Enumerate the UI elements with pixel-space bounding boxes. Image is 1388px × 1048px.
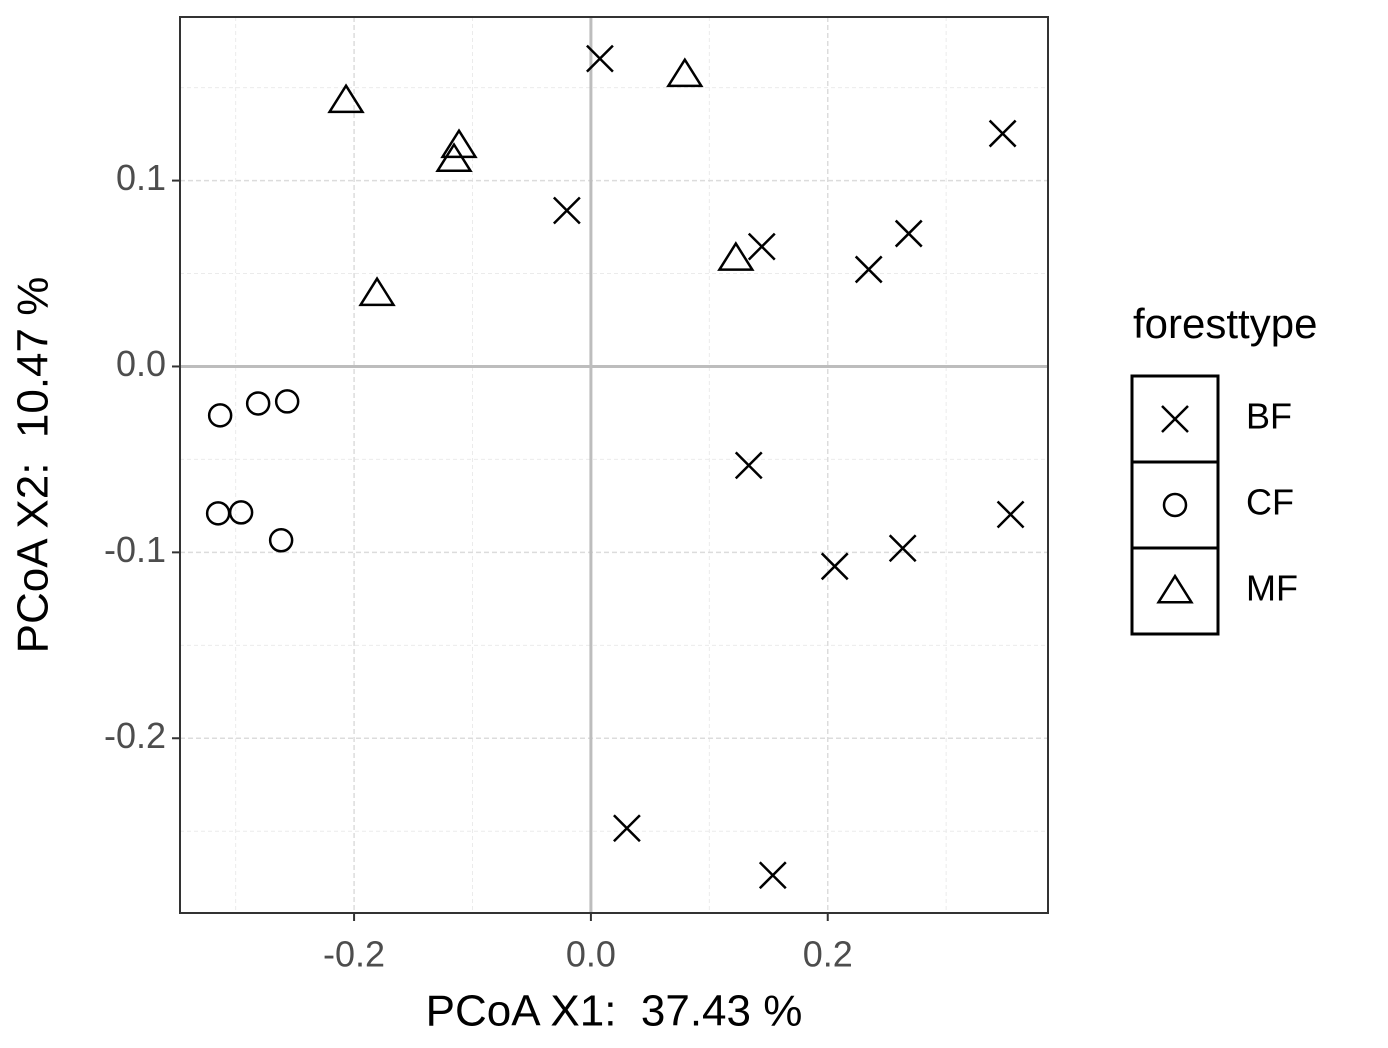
legend-title: foresttype <box>1133 300 1317 347</box>
point <box>327 83 365 114</box>
x-tick-label: 0.0 <box>566 934 616 975</box>
point <box>613 814 641 843</box>
point <box>207 403 233 428</box>
point <box>666 57 704 88</box>
point <box>758 861 787 890</box>
point <box>894 219 923 248</box>
point <box>228 500 254 525</box>
point <box>552 196 581 225</box>
legend-marker <box>1156 573 1194 604</box>
legend-marker <box>1161 405 1189 433</box>
point <box>717 241 755 271</box>
point <box>245 391 271 416</box>
point <box>440 128 478 159</box>
point <box>435 142 473 173</box>
legend-label: MF <box>1246 568 1298 609</box>
legend-label: BF <box>1246 396 1292 437</box>
point <box>988 119 1017 148</box>
plot-border <box>179 16 1049 914</box>
point <box>586 44 614 73</box>
x-axis-title: PCoA X1: 37.43 % <box>426 987 803 1036</box>
x-tick-label: 0.2 <box>803 934 853 975</box>
point <box>888 534 917 563</box>
legend-key <box>1130 546 1220 636</box>
y-tick-label: -0.2 <box>104 715 166 756</box>
point <box>820 552 849 581</box>
y-tick-label: -0.1 <box>104 529 166 570</box>
legend-label: CF <box>1246 482 1294 523</box>
point <box>854 255 883 284</box>
legend-marker <box>1162 492 1188 518</box>
y-tick-label: 0.0 <box>116 343 166 384</box>
point <box>274 389 300 414</box>
legend-key <box>1130 460 1220 550</box>
point <box>358 276 396 307</box>
y-axis-title: PCoA X2: 10.47 % <box>9 277 58 654</box>
y-tick-label: 0.1 <box>116 157 166 198</box>
x-tick-label: -0.2 <box>323 934 385 975</box>
point <box>268 528 294 553</box>
point <box>734 451 763 480</box>
point <box>747 232 776 261</box>
point <box>996 500 1025 529</box>
